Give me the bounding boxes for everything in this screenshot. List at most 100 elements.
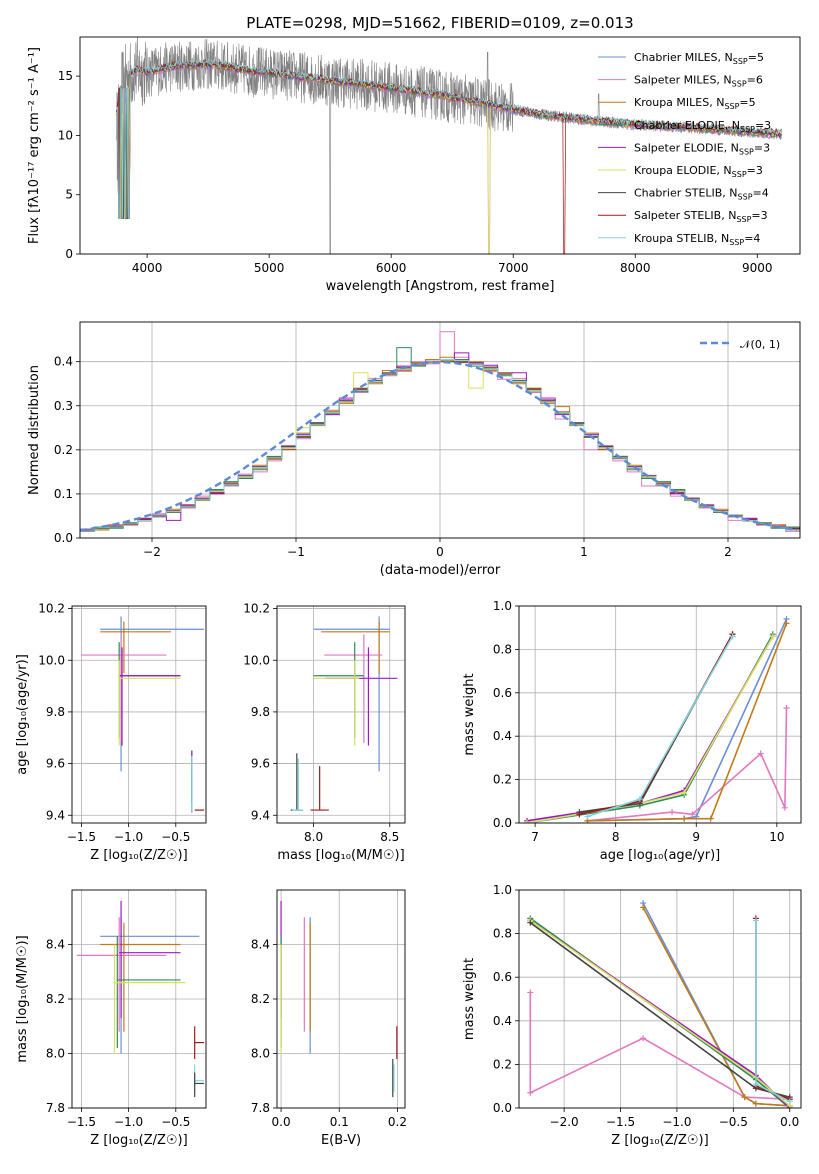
y-tick-label: 0.4 — [493, 1014, 512, 1028]
x-tick-label: −1.0 — [114, 830, 143, 844]
y-tick-label: 10.0 — [38, 653, 65, 667]
data-point — [100, 616, 205, 772]
y-tick-label: 0.4 — [493, 729, 512, 743]
weight-marker — [636, 796, 643, 803]
x-tick-label: 1 — [580, 545, 588, 559]
weight-marker — [527, 989, 534, 996]
x-axis-label: Z [log₁₀(Z/Z☉)] — [611, 1133, 708, 1148]
weight-marker — [640, 1035, 647, 1042]
legend-entry: Kroupa MILES, NSSP=5 — [634, 96, 756, 111]
x-tick-label: 9 — [692, 830, 700, 844]
y-tick-label: 8.4 — [46, 938, 65, 952]
weight-series — [587, 636, 734, 818]
x-tick-label: 4000 — [132, 261, 163, 275]
y-tick-label: 9.4 — [46, 808, 65, 822]
x-tick-label: 0.2 — [388, 1115, 407, 1129]
y-tick-label: 9.4 — [251, 808, 270, 822]
y-tick-label: 0.3 — [54, 399, 73, 413]
data-point — [100, 621, 172, 674]
panel-age-vs-Z: −1.5 −1.0 −0.5 9.4 9.6 9.8 10.0 10.2 Z [log₁₀(Z/… — [15, 602, 207, 863]
panel-mass-weight-vs-Z: −2.0 −1.5 −1.0 −0.5 0.0 0.0 0.2 0.4 0.6 0.8 1.0 Z [… — [462, 883, 802, 1148]
data-point — [325, 647, 398, 746]
plot-area — [290, 616, 398, 811]
data-point — [313, 616, 390, 772]
axes-frame — [71, 605, 207, 824]
weight-series — [529, 919, 791, 1108]
y-tick-label: 0.2 — [493, 1057, 512, 1071]
y-tick-label: 7.8 — [46, 1101, 65, 1115]
x-tick-label: −0.5 — [719, 1115, 748, 1129]
y-tick-label: 0.8 — [493, 642, 512, 656]
weight-marker — [689, 811, 696, 818]
legend-entry: Chabrier MILES, NSSP=5 — [634, 51, 764, 66]
weight-marker — [681, 815, 688, 822]
y-tick-label: 0.0 — [54, 531, 73, 545]
model-spectrum — [116, 59, 782, 254]
weight-marker — [669, 809, 676, 816]
data-point — [310, 766, 329, 811]
x-tick-label: 0 — [436, 545, 444, 559]
x-tick-label: 0.0 — [780, 1115, 799, 1129]
y-tick-label: 10.0 — [243, 653, 270, 667]
x-tick-label: 8.0 — [304, 830, 323, 844]
weight-marker — [576, 811, 583, 818]
plot-area — [81, 616, 205, 813]
y-tick-label: 0.2 — [54, 443, 73, 457]
weight-marker — [527, 919, 534, 926]
y-tick-label: 0.8 — [493, 927, 512, 941]
legend-entry: Salpeter STELIB, NSSP=3 — [634, 209, 768, 224]
panel-age-vs-mass: 8.0 8.5 9.4 9.6 9.8 10.0 10.2 mass [log₁₀(M/M☉)… — [243, 602, 406, 863]
weight-marker — [769, 633, 776, 640]
x-tick-label: 10 — [769, 830, 784, 844]
x-axis-label: (data-model)/error — [380, 563, 501, 578]
axes-frame — [276, 605, 406, 824]
x-tick-label: −0.5 — [161, 1115, 190, 1129]
legend-entry: Chabrier ELODIE, NSSP=3 — [634, 119, 771, 134]
y-tick-label: 1.0 — [493, 599, 512, 613]
model-spectrum — [116, 58, 782, 219]
y-tick-label: 10.2 — [38, 602, 65, 616]
plot-area — [76, 900, 205, 1098]
y-tick-label: 8.2 — [251, 992, 270, 1006]
x-tick-label: 5000 — [254, 261, 285, 275]
model-spectrum — [116, 60, 782, 254]
x-tick-label: 0.1 — [330, 1115, 349, 1129]
y-axis-label: age [log₁₀(age/yr)] — [15, 654, 30, 775]
y-tick-label: 15 — [58, 69, 73, 83]
normal-reference-curve — [80, 360, 798, 532]
weight-marker — [781, 804, 788, 811]
weight-marker — [729, 633, 736, 640]
x-tick-label: −1 — [287, 545, 305, 559]
x-tick-label: −0.5 — [161, 830, 190, 844]
x-axis-label: wavelength [Angstrom, rest frame] — [326, 279, 555, 294]
y-tick-label: 0.2 — [493, 773, 512, 787]
y-tick-label: 10 — [58, 128, 73, 142]
panel-mass-weight-vs-age: 7 8 9 10 0.0 0.2 0.4 0.6 0.8 1.0 age [log₁₀(age/yr… — [462, 599, 802, 863]
data-point — [100, 917, 200, 1054]
plot-area — [80, 331, 800, 532]
y-tick-label: 9.6 — [46, 757, 65, 771]
x-tick-label: 8.5 — [380, 830, 399, 844]
data-point — [324, 634, 383, 743]
x-tick-label: 6000 — [376, 261, 407, 275]
weight-marker — [783, 704, 790, 711]
weight-marker — [757, 750, 764, 757]
axes-frame — [79, 36, 801, 255]
legend-entry: Kroupa ELODIE, NSSP=3 — [634, 164, 763, 179]
x-axis-label: Z [log₁₀(Z/Z☉)] — [90, 1133, 187, 1148]
x-axis-label: mass [log₁₀(M/M☉)] — [277, 848, 404, 863]
data-point — [313, 642, 364, 738]
model-spectrum — [116, 63, 782, 254]
data-point — [194, 1026, 205, 1059]
x-tick-label: 2 — [724, 545, 732, 559]
panel-mass-vs-ebv: 0.0 0.1 0.2 7.8 8.0 8.2 8.4 E(B-V) — [251, 889, 407, 1148]
x-tick-label: 8 — [612, 830, 620, 844]
data-point — [321, 621, 390, 674]
y-axis-label: mass weight — [462, 958, 477, 1040]
y-tick-label: 0.1 — [54, 487, 73, 501]
axes-frame — [518, 605, 802, 824]
x-tick-label: 7 — [531, 830, 539, 844]
histogram-series — [80, 331, 800, 532]
y-tick-label: 5 — [65, 188, 73, 202]
x-tick-label: −1.5 — [67, 1115, 96, 1129]
